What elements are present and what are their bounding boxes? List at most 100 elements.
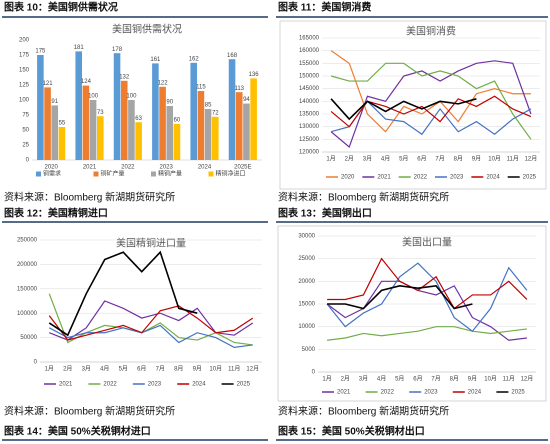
chart-title: 美国精铜进口量	[116, 237, 186, 250]
x-tick-label: 4月	[377, 376, 386, 383]
line	[327, 326, 527, 341]
data-label: 168	[227, 53, 238, 59]
bar	[166, 106, 174, 160]
y-tick-label: 165000	[299, 36, 320, 42]
bar	[82, 85, 90, 160]
y-tick-label: 250000	[17, 238, 38, 244]
x-tick-label: 6月	[413, 376, 422, 383]
legend-label: 铜矿产量	[101, 170, 125, 178]
bar	[197, 91, 205, 160]
legend-label: 2023	[424, 390, 438, 396]
bar	[44, 87, 51, 160]
legend-label: 铜需求	[43, 170, 61, 178]
x-tick-label: 6月	[417, 156, 426, 163]
x-tick-label: 12月	[525, 156, 538, 163]
x-tick-label: 5月	[395, 376, 404, 383]
data-label: 175	[35, 49, 46, 55]
line	[326, 262, 528, 333]
legend-label: 2023	[148, 382, 162, 388]
data-label: 60	[174, 118, 181, 124]
frame	[277, 225, 547, 402]
line	[48, 324, 253, 348]
x-tick-label: 6月	[137, 366, 146, 373]
y-tick-label: 200000	[17, 262, 38, 268]
y-tick-label: 50	[22, 128, 29, 134]
x-tick-label: 2021	[83, 165, 97, 171]
caption: 图表 13：美国铜出口	[278, 207, 372, 220]
x-tick-label: 9月	[472, 156, 481, 163]
y-tick-label: 150	[19, 68, 30, 74]
y-tick-label: 100000	[17, 311, 38, 317]
data-label: 121	[43, 81, 54, 87]
legend-label: 2022	[414, 175, 428, 181]
x-tick-label: 2月	[63, 366, 72, 373]
data-label: 178	[112, 47, 123, 53]
y-tick-label: 75	[22, 113, 29, 119]
chart-title: 美国铜消费	[406, 25, 456, 38]
legend-label: 2020	[341, 175, 355, 181]
bar	[152, 63, 159, 160]
data-label: 124	[81, 79, 92, 85]
data-label: 161	[150, 57, 161, 63]
y-tick-label: 130000	[299, 124, 320, 130]
y-tick-label: 175	[19, 53, 30, 59]
line	[330, 50, 531, 133]
x-tick-label: 2023	[159, 165, 173, 171]
data-label: 72	[212, 110, 219, 116]
y-tick-label: 150000	[299, 74, 320, 80]
bar	[243, 103, 250, 160]
x-tick-label: 7月	[435, 156, 444, 163]
line	[330, 95, 532, 128]
legend-swatch	[208, 171, 214, 177]
data-label: 55	[59, 121, 66, 127]
legend-label: 2021	[59, 382, 73, 388]
y-tick-label: 125	[19, 83, 30, 89]
x-tick-label: 2020	[44, 165, 58, 171]
legend-label: 2024	[486, 175, 500, 181]
bar	[75, 51, 83, 160]
line	[327, 257, 528, 310]
data-label: 115	[196, 85, 206, 91]
data-label: 100	[88, 94, 99, 100]
legend-label: 2021	[337, 390, 351, 396]
y-tick-label: 145000	[299, 86, 320, 92]
line	[330, 98, 477, 121]
y-tick-label: 0	[26, 158, 30, 164]
y-tick-label: 125000	[299, 137, 320, 143]
source: 资料来源：Bloomberg 新湖期货研究所	[4, 405, 175, 418]
chart-title: 美国铜供需状况	[112, 23, 182, 36]
x-tick-label: 1月	[326, 156, 335, 163]
y-tick-label: 25000	[298, 256, 315, 262]
x-tick-label: 2022	[121, 165, 135, 171]
x-tick-label: 5月	[399, 156, 408, 163]
bar	[58, 127, 66, 160]
x-tick-label: 12月	[521, 376, 534, 383]
x-tick-label: 3月	[359, 376, 368, 383]
x-tick-label: 8月	[450, 376, 459, 383]
x-tick-label: 8月	[174, 366, 183, 373]
bar	[37, 55, 44, 160]
y-tick-label: 120000	[299, 150, 320, 156]
y-tick-label: 0	[34, 360, 38, 366]
bar	[135, 122, 142, 160]
x-tick-label: 7月	[156, 366, 165, 373]
x-tick-label: 12月	[246, 366, 259, 373]
x-tick-label: 4月	[381, 156, 390, 163]
line	[49, 300, 254, 341]
line	[327, 285, 473, 310]
x-tick-label: 2月	[345, 156, 354, 163]
line	[48, 293, 253, 346]
x-tick-label: 2025E	[234, 165, 251, 171]
data-label: 100	[126, 94, 137, 100]
y-tick-label: 200	[19, 38, 30, 44]
bar	[204, 109, 212, 160]
source: 资料来源：Bloomberg 新湖期货研究所	[4, 191, 175, 204]
x-tick-label: 4月	[100, 366, 109, 373]
legend-label: 2024	[468, 390, 482, 396]
caption: 图表 11：美国铜消费	[278, 1, 371, 14]
bar	[159, 86, 166, 160]
x-tick-label: 2024	[198, 165, 212, 171]
y-tick-label: 160000	[299, 48, 320, 54]
legend-swatch	[151, 171, 156, 177]
y-tick-label: 25	[22, 143, 29, 149]
